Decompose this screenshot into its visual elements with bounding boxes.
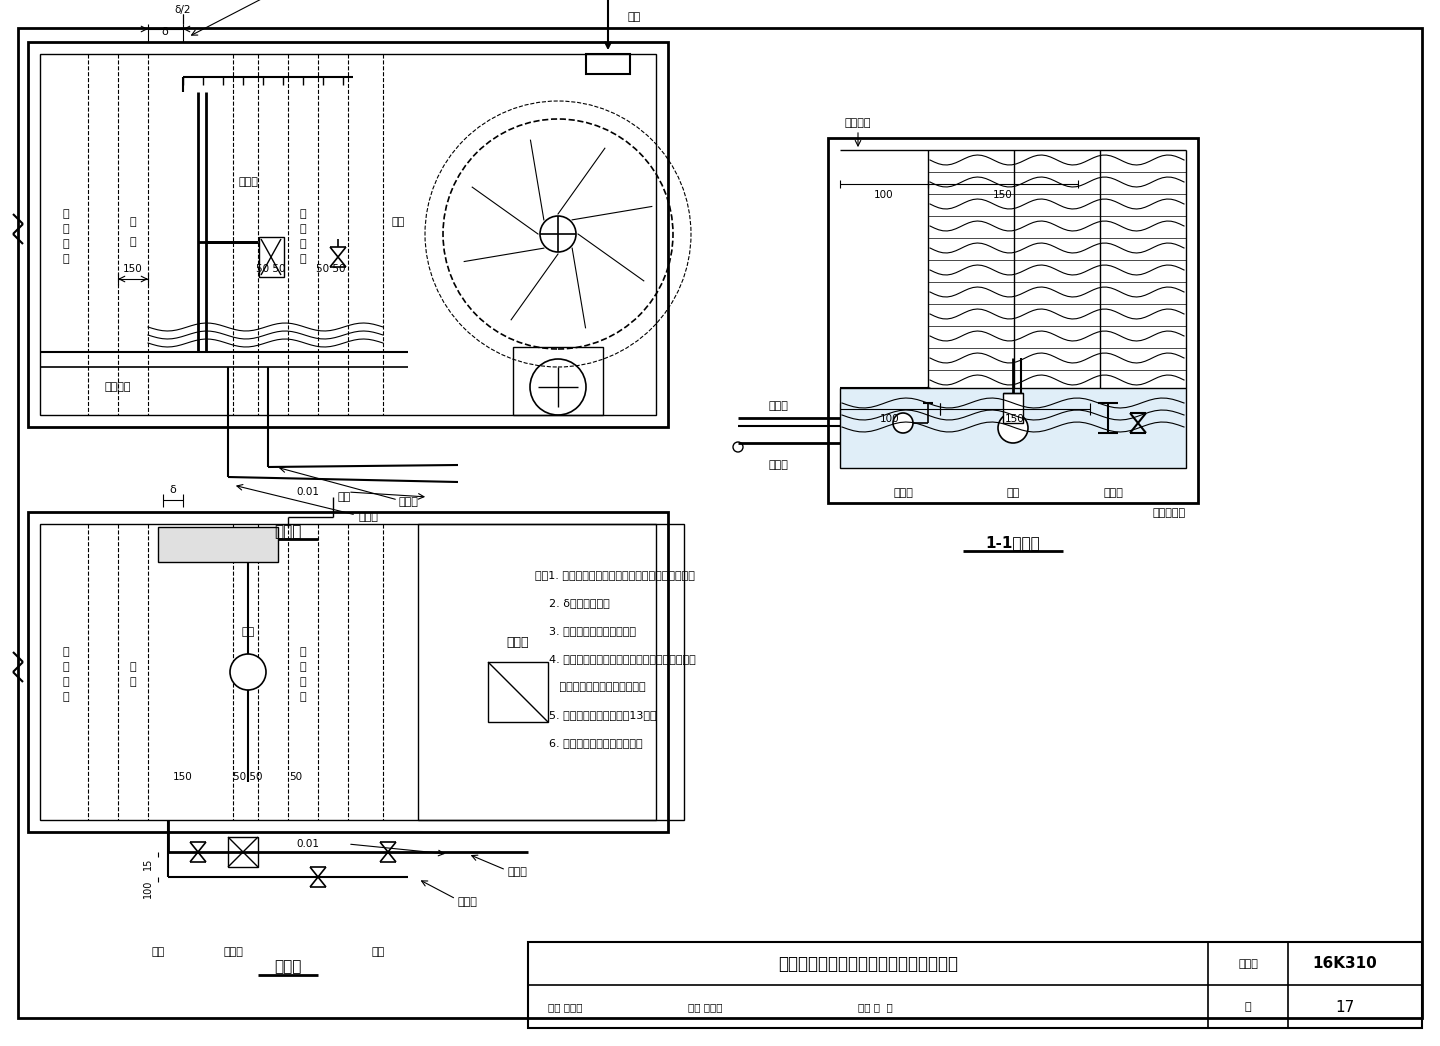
Text: 50 50: 50 50 (317, 264, 346, 274)
Text: 100: 100 (880, 414, 900, 424)
Text: 设计 于  亮: 设计 于 亮 (858, 1002, 893, 1011)
Text: δ/2: δ/2 (174, 5, 192, 15)
Text: 湿: 湿 (130, 662, 137, 672)
Text: 0.01: 0.01 (297, 487, 320, 497)
Text: 阀阀: 阀阀 (392, 217, 405, 227)
Text: 盘: 盘 (63, 238, 69, 249)
Text: 注：1. 湿膜宽度和高度与组合式空调机组等宽等高。: 注：1. 湿膜宽度和高度与组合式空调机组等宽等高。 (536, 570, 696, 579)
Text: 17: 17 (1335, 1000, 1355, 1015)
Text: 2. δ为湿膜厚度。: 2. δ为湿膜厚度。 (536, 598, 609, 608)
Text: 热: 热 (63, 224, 69, 234)
Bar (27, 42, 668, 427)
Text: 校对 刘海滨: 校对 刘海滨 (688, 1002, 723, 1011)
Text: 过滤器: 过滤器 (223, 947, 243, 957)
Text: 截止阀: 截止阀 (1103, 488, 1123, 498)
Text: 加: 加 (63, 209, 69, 219)
Bar (40, 524, 657, 820)
Text: 0.01: 0.01 (297, 839, 320, 849)
Text: 50 50: 50 50 (233, 772, 262, 782)
Text: δ: δ (170, 485, 176, 495)
Text: 管: 管 (300, 692, 307, 702)
Text: 16K310: 16K310 (1313, 956, 1378, 972)
Text: 管: 管 (63, 692, 69, 702)
Text: 排水管: 排水管 (768, 460, 788, 470)
Text: 排水管: 排水管 (359, 511, 377, 522)
Text: 水泵: 水泵 (1007, 488, 1020, 498)
Bar (828, 138, 1198, 503)
Text: 热: 热 (63, 662, 69, 672)
Text: 热: 热 (300, 662, 307, 672)
Text: 50 50: 50 50 (256, 264, 285, 274)
Text: 管: 管 (300, 254, 307, 264)
Text: 3. 检修段与空调机组共用。: 3. 检修段与空调机组共用。 (536, 626, 636, 636)
Text: 150: 150 (1005, 414, 1025, 424)
Text: 再: 再 (300, 647, 307, 657)
Text: 150: 150 (994, 190, 1012, 200)
Bar (259, 237, 284, 277)
Text: 循环水箱: 循环水箱 (105, 382, 131, 392)
Circle shape (230, 654, 266, 690)
Bar (488, 662, 549, 722)
Bar (228, 837, 258, 867)
Circle shape (893, 413, 913, 433)
Bar (586, 54, 631, 74)
Text: 阀阀: 阀阀 (151, 947, 164, 957)
Text: 盘: 盘 (63, 677, 69, 687)
Text: 给水管: 给水管 (458, 897, 478, 907)
Text: 盘: 盘 (300, 677, 307, 687)
Bar (1004, 393, 1022, 423)
Bar (513, 347, 603, 415)
Text: 水箱: 水箱 (338, 492, 351, 502)
Text: 膜: 膜 (130, 237, 137, 247)
Text: 设计人员根据实际情况确定。: 设计人员根据实际情况确定。 (536, 682, 645, 692)
Text: 湿: 湿 (130, 217, 137, 227)
Text: 送风: 送风 (628, 12, 641, 22)
Text: 管: 管 (63, 254, 69, 264)
Text: 阀阀: 阀阀 (372, 947, 384, 957)
Text: 5. 安装要点详见本图集第13页。: 5. 安装要点详见本图集第13页。 (536, 710, 657, 720)
Bar (40, 54, 657, 415)
Bar (840, 388, 1187, 468)
Text: 送风段: 送风段 (507, 636, 530, 649)
Text: 页: 页 (1244, 1002, 1251, 1011)
Text: 加: 加 (63, 647, 69, 657)
Text: 审核 徐立平: 审核 徐立平 (549, 1002, 583, 1011)
Text: 50: 50 (289, 772, 302, 782)
Text: 150: 150 (124, 264, 143, 274)
Text: 图集号: 图集号 (1238, 959, 1259, 969)
Bar (27, 511, 668, 832)
Text: 再: 再 (300, 209, 307, 219)
Text: 平面图: 平面图 (274, 959, 302, 975)
Text: 给水管: 给水管 (397, 497, 418, 507)
Bar (158, 527, 278, 562)
Text: 150: 150 (173, 772, 193, 782)
Text: 盘: 盘 (300, 238, 307, 249)
Text: 膜: 膜 (130, 677, 137, 687)
Bar (528, 942, 1423, 1028)
Text: 15: 15 (143, 858, 153, 870)
Text: 过滤器: 过滤器 (238, 177, 258, 187)
Text: 6. 图中所注尺寸均为最小值。: 6. 图中所注尺寸均为最小值。 (536, 738, 642, 748)
Text: 1-1剖面图: 1-1剖面图 (985, 536, 1040, 550)
Text: 循环式湿膜加湿器空调机组内安装示意图: 循环式湿膜加湿器空调机组内安装示意图 (778, 955, 958, 973)
Bar (418, 524, 684, 820)
Text: 100: 100 (143, 880, 153, 899)
Text: 水泵: 水泵 (242, 627, 255, 637)
Text: 给水管: 给水管 (768, 401, 788, 411)
Text: 热: 热 (300, 224, 307, 234)
Text: 初始调节阀: 初始调节阀 (1153, 508, 1187, 518)
Text: 立面图: 立面图 (274, 524, 302, 540)
Text: 4. 排水管接至排水明沟或机房地漏，具体做法由: 4. 排水管接至排水明沟或机房地漏，具体做法由 (536, 654, 696, 664)
Circle shape (998, 413, 1028, 444)
Text: 100: 100 (874, 190, 894, 200)
Text: δ: δ (161, 27, 168, 37)
Text: 水分配器: 水分配器 (845, 118, 871, 128)
Text: 浮球阀: 浮球阀 (893, 488, 913, 498)
Text: 排水管: 排水管 (508, 867, 528, 877)
